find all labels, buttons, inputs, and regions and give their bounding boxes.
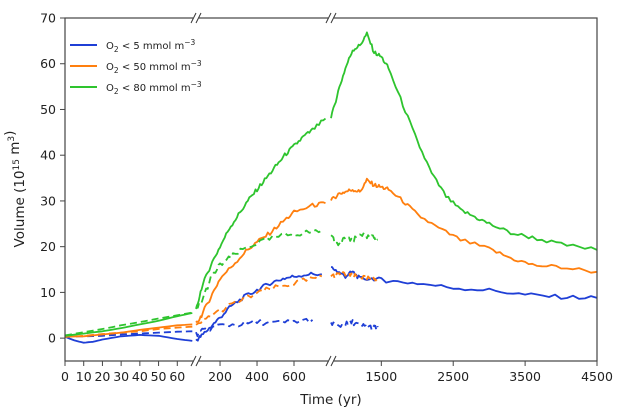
y-tick-label: 20 [40,239,56,254]
axis-break-mark-1-top-1 [190,12,197,24]
y-axis: 0 10 20 30 40 50 60 70 [40,11,65,346]
series-line-o2_lt_80-part-3 [330,31,598,251]
x-tick-label: 60 [169,369,185,384]
y-tick-label: 40 [40,148,56,163]
plot-lines [64,31,598,344]
x-tick-label: 4500 [581,369,613,384]
x-tick-label: 30 [113,369,129,384]
y-tick-label: 50 [40,102,56,117]
x-axis: 0 10 20 30 40 50 60 200 400 600 1500 2500 3500 4500 [61,361,613,384]
legend: O2 < 5 mmol m−3 O2 < 50 mmol m−3 O2 < 80 m… [70,38,202,96]
series-line-o2_lt_50-part-1 [64,323,193,338]
x-tick-label: 10 [76,369,92,384]
axis-break-marks [190,12,337,367]
axis-break-gap-1-bottom [193,355,199,367]
series-line-o2_lt_5_dashed-part-2 [195,317,314,338]
axis-break-mark-1-bottom-1 [190,355,197,367]
y-tick-label: 10 [40,285,56,300]
x-tick-label: 600 [282,369,306,384]
series-line-o2_lt_50_dashed-part-2 [195,274,323,326]
x-tick-label: 200 [208,369,232,384]
x-tick-label: 20 [94,369,110,384]
axis-break-gap-1-top [193,12,199,24]
axis-break-gap-2-bottom [328,355,334,367]
series-line-o2_lt_5-part-2 [195,271,322,342]
series-line-o2_lt_80_dashed-part-3 [330,232,378,247]
x-tick-label: 400 [245,369,269,384]
y-tick-label: 0 [48,331,56,346]
series-line-o2_lt_80-part-2 [195,117,327,310]
axis-break-mark-2-bottom-1 [325,355,332,367]
series-line-o2_lt_80_dashed-part-2 [195,229,323,310]
axis-break-mark-2-bottom-2 [330,355,337,367]
series-line-o2_lt_80_dashed-part-1 [64,311,193,337]
x-tick-label: 2500 [437,369,469,384]
series-line-o2_lt_50-part-2 [195,201,326,324]
series-line-o2_lt_50_dashed-part-3 [330,271,379,282]
axis-break-mark-2-top-2 [330,12,337,24]
series-line-o2_lt_5-part-1 [64,334,193,344]
legend-label-o2_lt_80: O2 < 80 mmol m−3 [106,80,202,96]
axis-break-gap-2-top [328,12,334,24]
series-line-o2_lt_50-part-3 [330,177,598,274]
x-tick-label: 50 [151,369,167,384]
x-tick-label: 0 [61,369,69,384]
x-tick-label: 1500 [365,369,397,384]
axis-break-mark-1-bottom-2 [195,355,202,367]
x-axis-label: Time (yr) [299,392,361,407]
y-tick-label: 70 [40,11,56,26]
legend-label-o2_lt_50: O2 < 50 mmol m−3 [106,59,202,75]
y-tick-label: 30 [40,193,56,208]
x-tick-label: 3500 [509,369,541,384]
legend-label-o2_lt_5: O2 < 5 mmol m−3 [106,38,196,54]
axis-break-mark-2-top-1 [325,12,332,24]
y-axis-label: Volume (1015 m3) [2,131,28,248]
series-line-o2_lt_80-part-1 [64,312,193,337]
series-line-o2_lt_5-part-3 [330,266,598,300]
y-tick-label: 60 [40,56,56,71]
series-line-o2_lt_5_dashed-part-3 [330,319,379,331]
x-tick-label: 40 [132,369,148,384]
axis-break-mark-1-top-2 [195,12,202,24]
